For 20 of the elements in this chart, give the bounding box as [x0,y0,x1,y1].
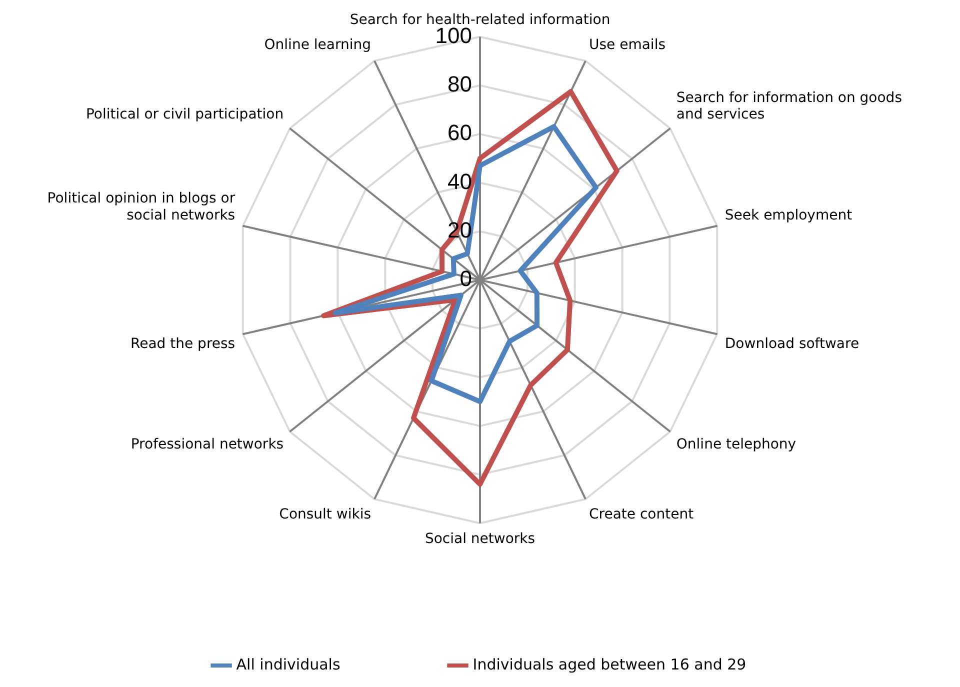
y-tick-label: 40 [448,168,472,194]
spoke-label: Social networks [424,531,536,548]
spoke-label: Professional networks [130,436,284,453]
y-tick-label: 60 [448,120,472,146]
spoke-label: Use emails [588,36,666,53]
spoke-label: Create content [588,506,694,522]
y-tick-label: 80 [448,72,472,97]
spoke-label: Online telephony [676,436,796,453]
spoke-label: Online learning [264,36,372,53]
legend-label: All individuals [236,655,340,674]
spoke-label: Search for information on goods and services [676,90,902,123]
legend-label: Individuals aged between 16 and 29 [472,655,746,674]
spoke-label: Seek employment [724,207,853,224]
spoke-label: Search for health-related information [350,12,610,28]
spoke-label: Consult wikis [279,506,372,522]
y-tick-label: 0 [460,266,472,292]
spoke-label: Read the press [130,336,236,352]
spoke-label: Download software [724,336,860,352]
spoke-label: Political opinion in blogs or social networks [47,190,236,224]
spoke-label: Political or civil participation [86,106,284,123]
